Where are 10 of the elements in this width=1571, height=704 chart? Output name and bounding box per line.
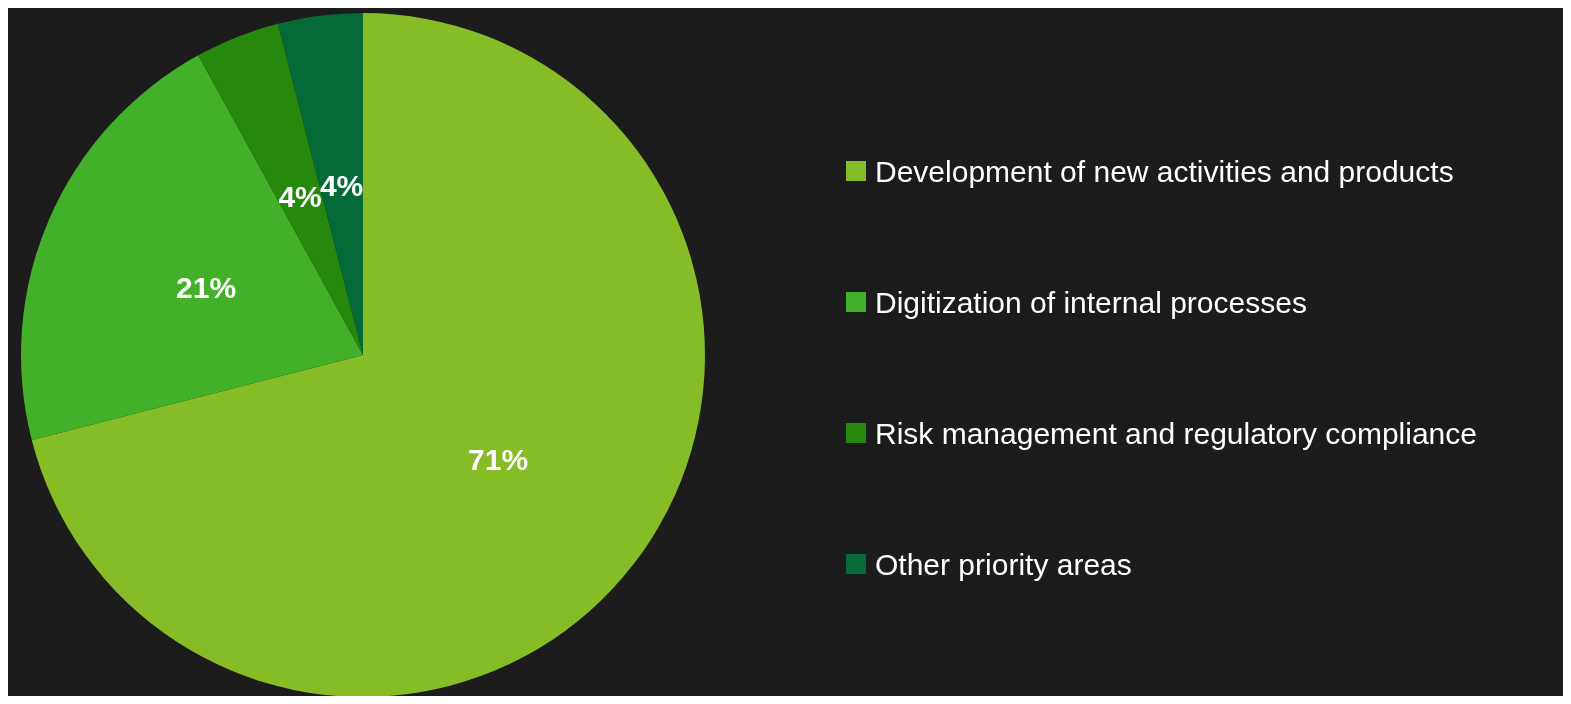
legend-label: Other priority areas [875,547,1132,581]
data-label: 4% [278,179,322,213]
legend-label: Digitization of internal processes [875,285,1307,319]
pie-slice [277,13,363,355]
pie-slice [21,55,363,441]
pie-slice [31,13,705,696]
data-label: 21% [176,270,237,304]
legend-label: Development of new activities and products [875,154,1454,188]
legend-label: Risk management and regulatory compliance [875,416,1477,450]
data-label: 71% [468,443,529,477]
